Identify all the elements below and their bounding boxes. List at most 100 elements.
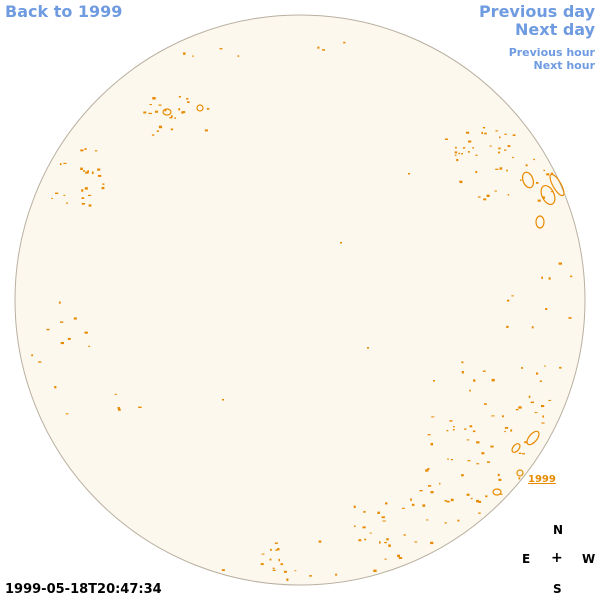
region-speck	[283, 570, 287, 573]
region-speck	[58, 301, 61, 304]
region-speck	[84, 187, 88, 190]
region-speck	[544, 365, 546, 367]
region-speck	[439, 482, 441, 485]
region-speck	[515, 408, 519, 411]
region-speck	[294, 570, 297, 572]
region-speck	[155, 110, 158, 113]
region-speck	[504, 427, 509, 429]
region-speck	[362, 526, 366, 529]
region-speck	[467, 460, 471, 462]
region-speck	[430, 541, 434, 545]
region-speck	[67, 337, 71, 340]
region-speck	[272, 569, 276, 571]
region-speck	[309, 575, 312, 577]
region-speck	[445, 138, 448, 140]
region-speck	[63, 194, 66, 196]
region-speck	[51, 197, 53, 199]
region-speck	[478, 500, 482, 503]
region-speck	[149, 104, 152, 106]
region-speck	[545, 308, 548, 310]
region-speck	[66, 202, 68, 204]
region-contour	[162, 108, 172, 116]
region-speck	[318, 540, 322, 543]
previous-day-link[interactable]: Previous day	[478, 2, 595, 21]
region-speck	[156, 130, 160, 132]
region-speck	[470, 497, 473, 500]
region-speck	[542, 415, 544, 418]
region-speck	[483, 198, 487, 201]
previous-hour-link[interactable]: Previous hour	[508, 46, 595, 59]
region-speck	[174, 117, 176, 119]
region-speck	[367, 347, 369, 349]
region-speck	[449, 420, 453, 422]
region-speck	[410, 498, 412, 501]
region-speck	[164, 109, 167, 112]
region-speck	[550, 191, 553, 193]
next-day-link[interactable]: Next day	[515, 20, 595, 39]
region-speck	[484, 403, 487, 405]
region-speck	[55, 192, 59, 194]
region-speck	[431, 416, 435, 418]
region-speck	[482, 127, 486, 129]
region-speck	[158, 104, 162, 106]
region-speck	[397, 554, 400, 558]
year-link[interactable]: 1999	[528, 474, 556, 485]
region-contour	[196, 104, 204, 112]
region-speck	[382, 520, 386, 522]
region-speck	[222, 399, 224, 401]
region-speck	[457, 519, 460, 522]
region-speck	[385, 502, 388, 505]
back-to-year-link[interactable]: Back to 1999	[5, 2, 123, 21]
region-speck	[464, 428, 467, 430]
region-speck	[384, 558, 387, 560]
region-speck	[427, 434, 431, 436]
region-speck	[533, 158, 535, 161]
region-speck	[499, 136, 501, 139]
region-speck	[504, 149, 507, 151]
region-speck	[60, 342, 64, 345]
region-speck	[114, 393, 117, 395]
region-speck	[458, 152, 460, 155]
region-speck	[419, 490, 423, 492]
region-speck	[204, 129, 208, 132]
region-speck	[31, 354, 33, 357]
region-speck	[481, 131, 483, 134]
region-speck	[559, 366, 562, 369]
region-speck	[507, 194, 510, 196]
region-speck	[277, 548, 280, 551]
region-speck	[87, 170, 89, 173]
region-speck	[511, 295, 514, 297]
region-speck	[472, 147, 474, 149]
region-speck	[461, 474, 464, 477]
region-speck	[450, 459, 453, 461]
compass-north: N	[553, 523, 564, 537]
region-speck	[408, 173, 410, 175]
region-speck	[94, 150, 98, 152]
region-speck	[491, 415, 495, 417]
region-speck	[270, 548, 272, 551]
region-speck	[444, 522, 447, 524]
region-speck	[402, 507, 405, 509]
region-speck	[46, 328, 50, 331]
region-speck	[504, 133, 507, 135]
region-speck	[178, 96, 181, 98]
next-hour-link[interactable]: Next hour	[533, 59, 596, 72]
region-speck	[450, 498, 454, 502]
region-speck	[138, 406, 142, 408]
region-speck	[83, 169, 85, 172]
region-speck	[542, 196, 545, 199]
region-speck	[452, 429, 455, 431]
region-speck	[522, 453, 525, 455]
region-speck	[411, 503, 415, 506]
region-speck	[473, 379, 476, 382]
region-speck	[497, 473, 500, 477]
region-speck	[427, 485, 432, 487]
compass-east: E	[522, 552, 531, 566]
region-speck	[498, 478, 502, 481]
region-speck	[433, 380, 435, 382]
active-region-contours	[31, 41, 573, 581]
region-speck	[269, 558, 272, 561]
region-contour	[526, 430, 540, 446]
region-contour	[549, 173, 565, 197]
region-speck	[272, 567, 275, 569]
